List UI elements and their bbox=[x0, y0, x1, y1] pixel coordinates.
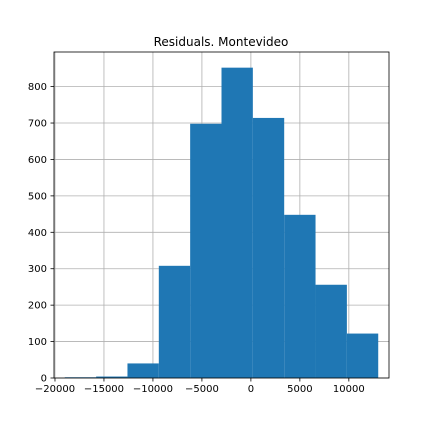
y-tick-label: 600 bbox=[28, 155, 47, 166]
histogram-bar bbox=[158, 265, 191, 378]
x-tick-label: 10000 bbox=[333, 384, 365, 395]
chart-title: Residuals. Montevideo bbox=[154, 35, 289, 49]
histogram-bar bbox=[96, 376, 128, 378]
histogram-bar bbox=[346, 333, 379, 378]
y-tick-label: 800 bbox=[28, 82, 47, 93]
axes bbox=[53, 51, 390, 379]
plot-frame bbox=[53, 51, 390, 379]
y-tick-label: 400 bbox=[28, 228, 47, 239]
histogram-bar bbox=[252, 117, 285, 378]
x-tick-label: 0 bbox=[248, 384, 254, 395]
y-tick-label: 300 bbox=[28, 264, 47, 275]
x-tick-label: 5000 bbox=[287, 384, 312, 395]
x-tick-label: −20000 bbox=[35, 384, 75, 395]
histogram-bar bbox=[190, 123, 222, 378]
x-tick-label: −5000 bbox=[185, 384, 219, 395]
histogram-bar bbox=[284, 214, 316, 378]
y-tick-label: 500 bbox=[28, 191, 47, 202]
y-tick-label: 700 bbox=[28, 119, 47, 130]
x-axis-ticks: −20000 −15000 −10000 −5000 0 5000 10000 bbox=[35, 378, 365, 395]
y-tick-label: 200 bbox=[28, 301, 47, 312]
y-axis-ticks: 0 100 200 300 400 500 600 700 800 bbox=[28, 82, 54, 385]
histogram-bar bbox=[221, 67, 253, 378]
x-tick-label: −10000 bbox=[133, 384, 173, 395]
y-tick-label: 0 bbox=[41, 374, 47, 385]
histogram-bar bbox=[315, 284, 347, 378]
x-tick-label: −15000 bbox=[84, 384, 124, 395]
y-tick-label: 100 bbox=[28, 337, 47, 348]
histogram-bar bbox=[127, 363, 159, 378]
histogram-bars bbox=[64, 67, 379, 378]
